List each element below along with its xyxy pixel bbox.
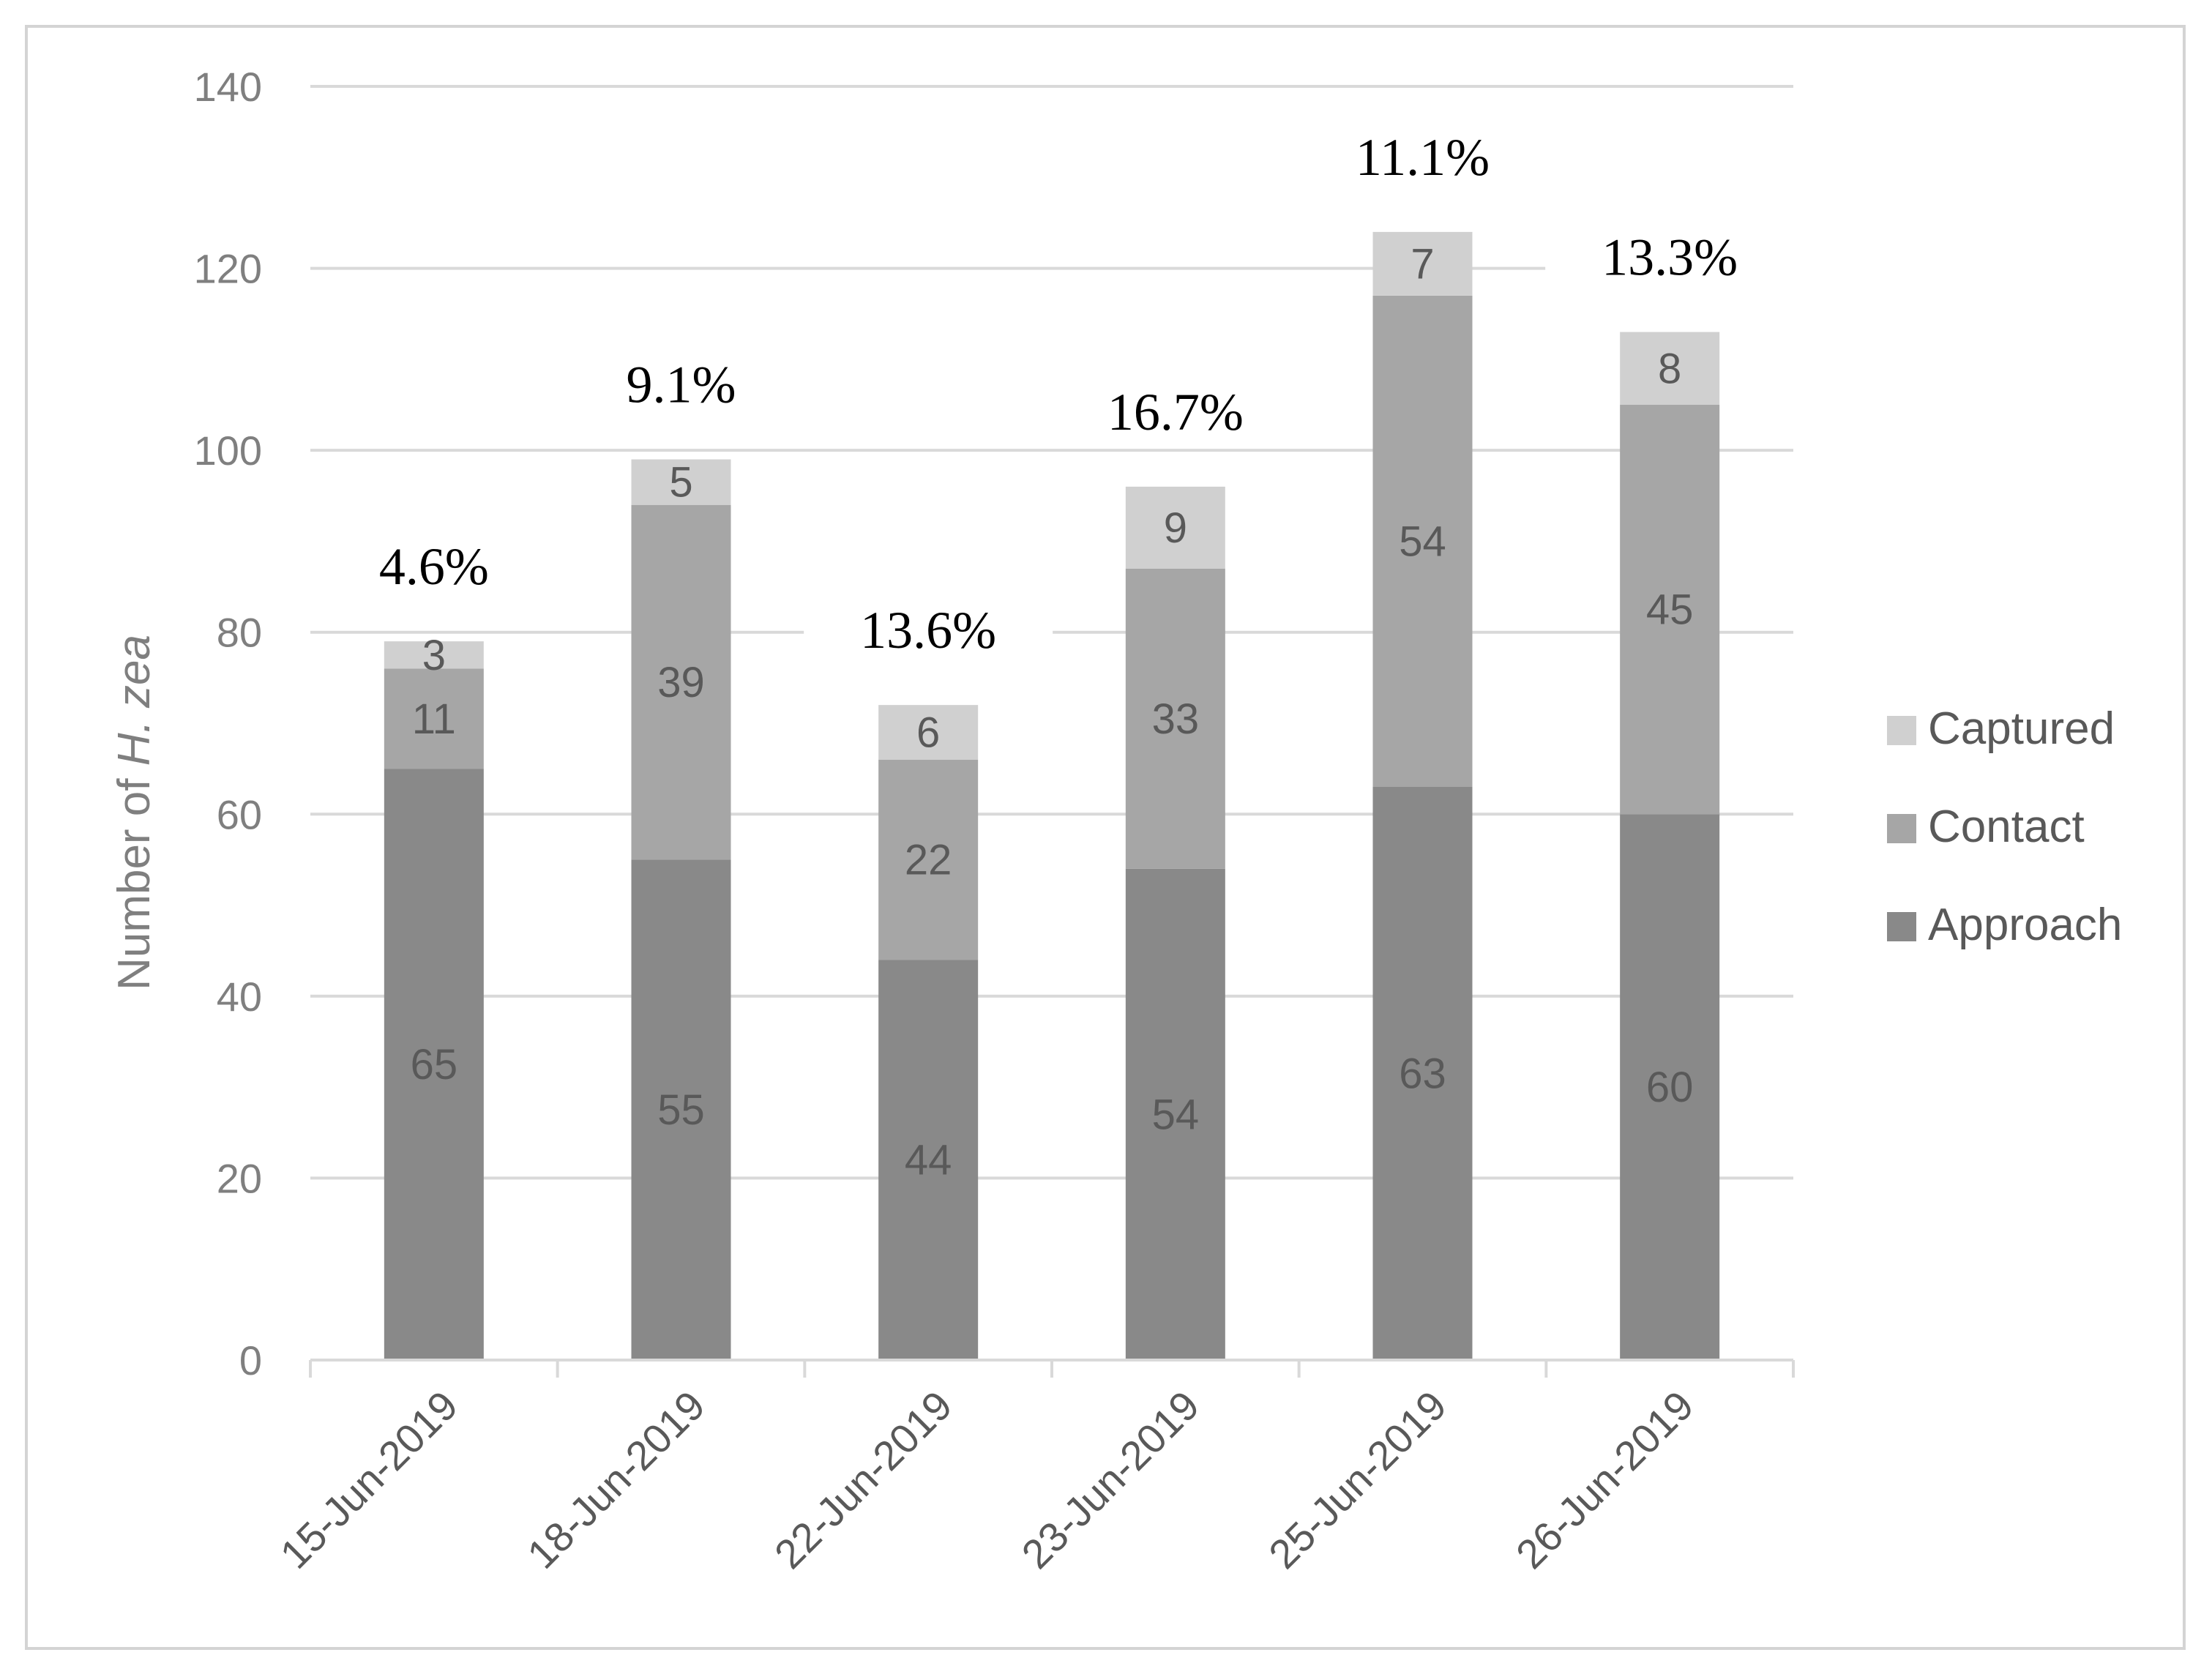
bar-value-label: 60: [1646, 1064, 1694, 1111]
y-tick-label: 140: [194, 64, 262, 110]
bar-segment-contact: [631, 504, 731, 860]
y-axis-title-species: H. zea: [109, 635, 160, 766]
bar-value-label: 39: [657, 659, 705, 706]
bar-value-label: 44: [905, 1137, 952, 1184]
legend-swatch-contact: [1887, 814, 1916, 843]
bar-value-label: 6: [916, 709, 940, 756]
capture-percent-annotation: 13.6%: [860, 601, 996, 660]
bar-segment-captured: [384, 641, 484, 669]
bar-value-label: 54: [1152, 1091, 1200, 1138]
bar-value-label: 22: [905, 836, 952, 884]
bar-segment-contact: [878, 759, 979, 960]
legend-swatch-approach: [1887, 912, 1916, 941]
annotation-background: [1050, 381, 1300, 449]
y-tick-label: 60: [217, 791, 262, 837]
capture-percent-annotation: 16.7%: [1107, 383, 1244, 441]
legend: Captured Contact Approach: [1887, 703, 2122, 950]
bar-segment-contact: [1125, 568, 1225, 869]
bar-value-label: 9: [1164, 504, 1187, 552]
y-tick-label: 120: [194, 246, 262, 292]
annotation-background: [1545, 226, 1795, 294]
data-labels: 65 11 3 4.6% 55 39 5 9.1% 44 22 6 13.6% 54 33 9 16.7% 63…: [309, 126, 1795, 1184]
bar-value-label: 5: [669, 459, 692, 507]
bar-value-label: 7: [1410, 240, 1434, 288]
capture-percent-annotation: 13.3%: [1602, 228, 1738, 287]
capture-percent-annotation: 11.1%: [1356, 128, 1490, 187]
x-tick-label: 23-Jun-2019: [1012, 1382, 1208, 1577]
bars: [384, 231, 1720, 1360]
annotation-background: [309, 536, 558, 604]
bar-segment-approach: [1620, 814, 1720, 1360]
bar-segment-approach: [1372, 787, 1473, 1360]
bar-value-label: 45: [1646, 586, 1694, 634]
bar-value-label: 33: [1152, 695, 1200, 743]
capture-percent-annotation: 9.1%: [627, 356, 736, 414]
bar-value-label: 55: [657, 1086, 705, 1134]
legend-label-contact: Contact: [1928, 802, 2085, 852]
x-tick-label: 15-Jun-2019: [271, 1382, 466, 1577]
bar-value-label: 63: [1399, 1050, 1446, 1098]
bar-segment-captured: [1620, 332, 1720, 405]
bar-value-label: 11: [412, 695, 456, 743]
y-tick-label: 100: [194, 427, 262, 474]
x-tick-label: 22-Jun-2019: [766, 1382, 961, 1577]
bar-segment-contact: [384, 668, 484, 769]
bar-segment-captured: [1372, 231, 1473, 296]
bar-segment-approach: [878, 960, 979, 1360]
capture-percent-annotation: 4.6%: [379, 537, 489, 596]
bar-segment-captured: [878, 705, 979, 760]
legend-label-approach: Approach: [1928, 900, 2122, 950]
bar-segment-contact: [1372, 295, 1473, 787]
y-axis-title-prefix: Number of: [109, 766, 160, 990]
x-tick-label: 26-Jun-2019: [1507, 1382, 1703, 1577]
bar-value-label: 3: [422, 632, 446, 679]
bar-segment-approach: [631, 859, 731, 1360]
bar-segment-contact: [1620, 405, 1720, 815]
y-tick-label: 0: [239, 1337, 262, 1383]
annotation-background: [804, 600, 1053, 668]
y-tick-label: 20: [217, 1155, 262, 1201]
legend-label-captured: Captured: [1928, 703, 2115, 754]
bar-value-label: 54: [1399, 518, 1446, 565]
x-tick-label: 25-Jun-2019: [1260, 1382, 1455, 1577]
annotation-background: [1298, 126, 1547, 194]
bar-value-label: 8: [1658, 345, 1681, 392]
x-tick-label: 18-Jun-2019: [518, 1382, 714, 1577]
bar-segment-captured: [631, 459, 731, 505]
annotation-background: [556, 354, 806, 422]
bar-value-label: 65: [411, 1041, 458, 1088]
bar-segment-approach: [384, 769, 484, 1360]
bar-segment-captured: [1125, 486, 1225, 569]
legend-swatch-captured: [1887, 716, 1916, 745]
y-tick-label: 40: [217, 974, 262, 1020]
bar-segment-approach: [1125, 868, 1225, 1360]
y-axis-title: Number of H. zea: [109, 635, 160, 990]
y-tick-label: 80: [217, 610, 262, 656]
